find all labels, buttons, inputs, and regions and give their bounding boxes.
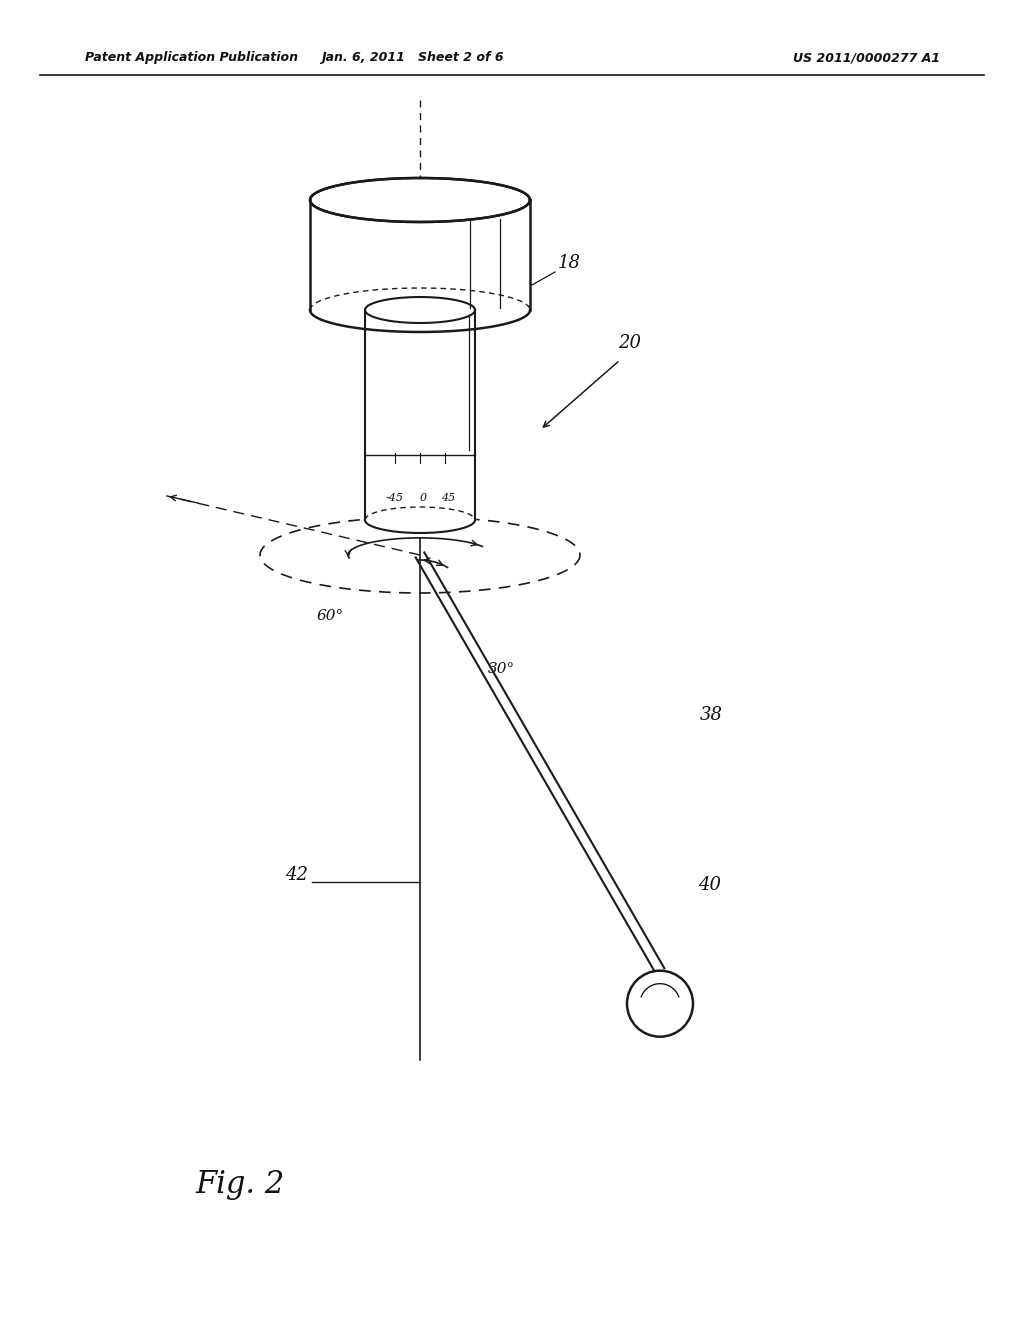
Text: Patent Application Publication: Patent Application Publication [85, 51, 298, 65]
Text: 20: 20 [618, 334, 641, 352]
Text: US 2011/0000277 A1: US 2011/0000277 A1 [793, 51, 940, 65]
Ellipse shape [310, 178, 530, 222]
Text: Fig. 2: Fig. 2 [195, 1170, 285, 1200]
Polygon shape [310, 201, 530, 310]
Text: 18: 18 [558, 253, 581, 272]
Polygon shape [365, 310, 475, 520]
Circle shape [627, 970, 693, 1036]
Text: 30°: 30° [488, 663, 515, 676]
Text: Jan. 6, 2011   Sheet 2 of 6: Jan. 6, 2011 Sheet 2 of 6 [321, 51, 504, 65]
Text: 40: 40 [698, 876, 721, 894]
Text: -45: -45 [386, 492, 404, 503]
Text: 45: 45 [441, 492, 455, 503]
Text: 38: 38 [700, 706, 723, 723]
Text: 60°: 60° [316, 609, 344, 623]
Text: 42: 42 [285, 866, 308, 884]
Text: 0: 0 [420, 492, 427, 503]
